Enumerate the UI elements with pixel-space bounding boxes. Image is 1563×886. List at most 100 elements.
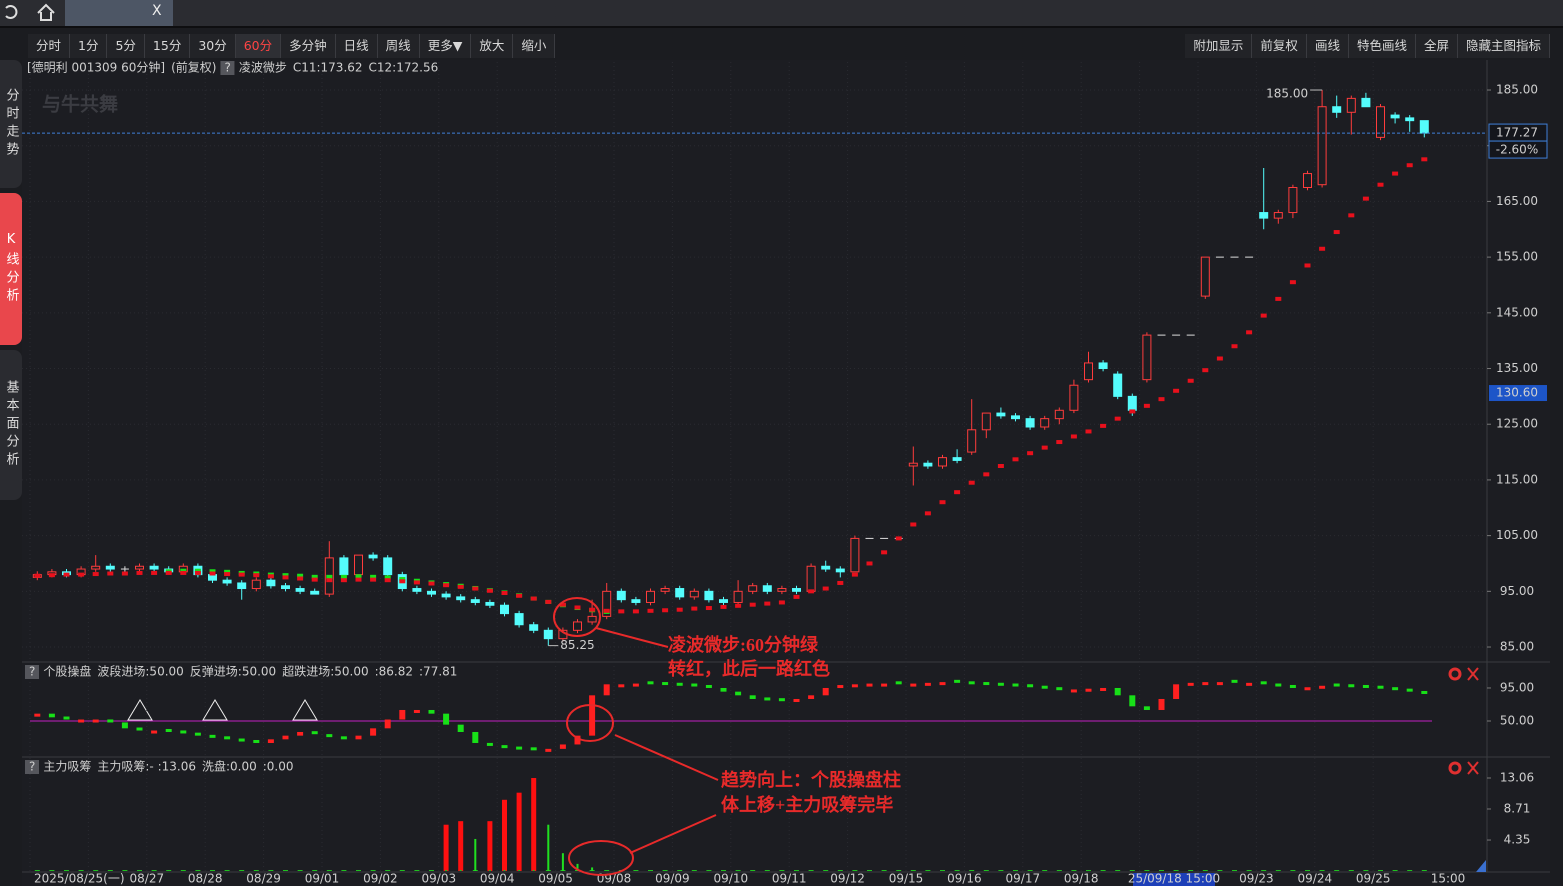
tab-close[interactable]: X — [152, 3, 162, 19]
indicator-dot — [516, 593, 523, 598]
settings-icon[interactable] — [1448, 761, 1462, 775]
candle-body — [821, 565, 831, 570]
period-button[interactable]: 更多▼ — [419, 34, 472, 58]
indicator-dot — [1260, 313, 1267, 318]
close-icon[interactable] — [1467, 667, 1479, 681]
candle-body — [835, 568, 845, 573]
flow-bar — [576, 863, 579, 872]
trend-bar — [705, 684, 712, 688]
indicator-dot — [968, 480, 975, 485]
indicator-dot — [924, 511, 931, 516]
trend-bar — [253, 739, 260, 743]
home-icon[interactable] — [37, 3, 55, 21]
period-button[interactable]: 15分 — [144, 34, 191, 58]
candle-body — [587, 615, 597, 623]
candle-body — [441, 593, 451, 598]
indicator-dot — [793, 594, 800, 599]
y-tick-label: 4.35 — [1504, 833, 1531, 847]
annotation: 体上移+主力吸筹完毕 — [721, 794, 893, 815]
indicator-dot — [1027, 451, 1034, 456]
indicator-dot — [997, 463, 1004, 468]
indicator-dot — [662, 608, 669, 613]
side-tab[interactable]: K线分析 — [0, 193, 22, 345]
flow-bar — [94, 870, 97, 872]
trend-bar — [121, 722, 128, 729]
period-button[interactable]: 周线 — [377, 34, 420, 58]
trend-bar — [282, 735, 289, 740]
indicator-dot — [1143, 403, 1150, 408]
period-button[interactable]: 放大 — [471, 34, 514, 58]
tool-button[interactable]: 隐藏主图指标 — [1457, 34, 1550, 58]
indicator-dot — [311, 577, 318, 582]
panel-title: 个股操盘 — [43, 664, 91, 679]
side-tab[interactable]: 分时走势 — [0, 60, 22, 188]
indicator-dot — [78, 572, 85, 577]
candle-body — [646, 590, 655, 603]
trend-bar — [764, 697, 771, 701]
trend-bar — [1085, 688, 1092, 692]
title-bar: X — [0, 0, 1563, 28]
tool-button[interactable]: 特色画线 — [1348, 34, 1416, 58]
trend-bar — [224, 736, 231, 740]
indicator-dot — [1173, 388, 1180, 393]
flow-bar — [226, 870, 229, 872]
candle-body — [631, 599, 641, 603]
period-button[interactable]: 60分 — [235, 34, 282, 58]
settings-icon[interactable] — [1448, 667, 1462, 681]
trend-bar — [837, 685, 844, 689]
back-icon[interactable] — [5, 5, 18, 19]
indicator-dot — [603, 608, 610, 613]
y-tick-label: 50.00 — [1500, 713, 1534, 727]
tool-button[interactable]: 全屏 — [1415, 34, 1458, 58]
indicator-dot — [326, 578, 333, 583]
period-button[interactable]: 多分钟 — [281, 34, 336, 58]
flow-bar — [1248, 870, 1251, 872]
tool-button[interactable]: 附加显示 — [1185, 34, 1253, 58]
flow-bar — [443, 824, 449, 872]
candle-body — [1259, 212, 1269, 219]
stock-tab[interactable]: X — [65, 0, 173, 26]
period-button[interactable]: 缩小 — [513, 34, 556, 58]
chart-subtitle: (前复权) — [171, 60, 216, 75]
y-tick-label: 13.06 — [1500, 771, 1534, 785]
flow-bar — [516, 792, 522, 872]
y-tick-label: 145.00 — [1496, 305, 1538, 319]
flow-bar — [138, 870, 141, 872]
indicator-dot — [1158, 397, 1165, 402]
indicator-dot — [209, 571, 216, 576]
indicator-dot — [530, 596, 537, 601]
tool-button[interactable]: 画线 — [1306, 34, 1349, 58]
flow-bar — [1029, 870, 1032, 872]
indicator-dot — [1100, 423, 1107, 428]
period-button[interactable]: 1分 — [70, 34, 108, 58]
candle-body — [514, 613, 524, 626]
period-button[interactable]: 日线 — [335, 34, 378, 58]
indicator-dot — [107, 571, 114, 576]
tool-button[interactable]: 前复权 — [1252, 34, 1307, 58]
trend-bar — [720, 687, 727, 692]
candle-body — [354, 554, 363, 576]
x-tick-label: 08/27 — [130, 872, 165, 886]
period-button[interactable]: 5分 — [107, 34, 145, 58]
indicator-dot — [618, 609, 625, 614]
min-label: 85.25 — [560, 638, 594, 652]
change-label: -2.60% — [1496, 143, 1538, 157]
side-tab[interactable]: 基本面分析 — [0, 350, 22, 500]
flow-bar — [999, 870, 1002, 872]
indicator-dot — [355, 574, 362, 579]
flow-bar — [372, 870, 375, 872]
trend-bar — [603, 684, 610, 696]
candle-body — [1317, 106, 1327, 186]
candle-body — [1113, 373, 1123, 397]
close-icon[interactable] — [1467, 761, 1479, 775]
indicator-dot — [1333, 230, 1340, 235]
candle-body — [689, 590, 699, 598]
period-button[interactable]: 分时 — [28, 34, 71, 58]
y-tick-label: 165.00 — [1496, 194, 1538, 208]
candle-body — [923, 462, 933, 467]
period-button[interactable]: 30分 — [190, 34, 236, 58]
indicator-dot — [866, 561, 873, 566]
trend-bar — [1114, 687, 1121, 696]
flow-bar — [956, 870, 959, 872]
flow-bar — [1408, 870, 1411, 872]
